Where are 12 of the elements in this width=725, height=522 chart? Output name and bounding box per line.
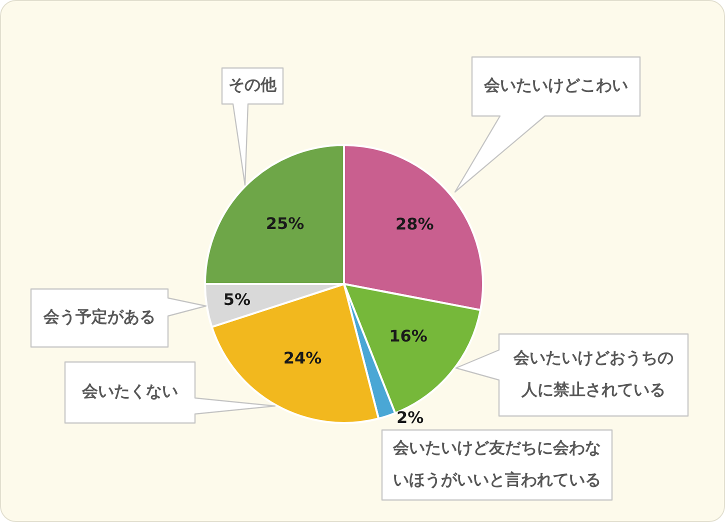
- data-label: 28%: [396, 214, 434, 234]
- slice-label: 会いたいけどおうちの人に禁止されている: [512, 348, 674, 400]
- data-label: 5%: [223, 290, 250, 310]
- slice-label: 会いたくない: [81, 382, 178, 401]
- data-label: 25%: [266, 214, 304, 234]
- slice-label: その他: [228, 75, 278, 94]
- data-label: 16%: [389, 326, 428, 346]
- slice-label: 会いたいけど友だちに会わないほうがいいと言われている: [392, 438, 601, 490]
- slice-label: 会う予定がある: [42, 307, 156, 326]
- slice-label: 会いたいけどこわい: [483, 76, 628, 95]
- data-label: 2%: [396, 408, 424, 427]
- data-label: 24%: [283, 348, 322, 368]
